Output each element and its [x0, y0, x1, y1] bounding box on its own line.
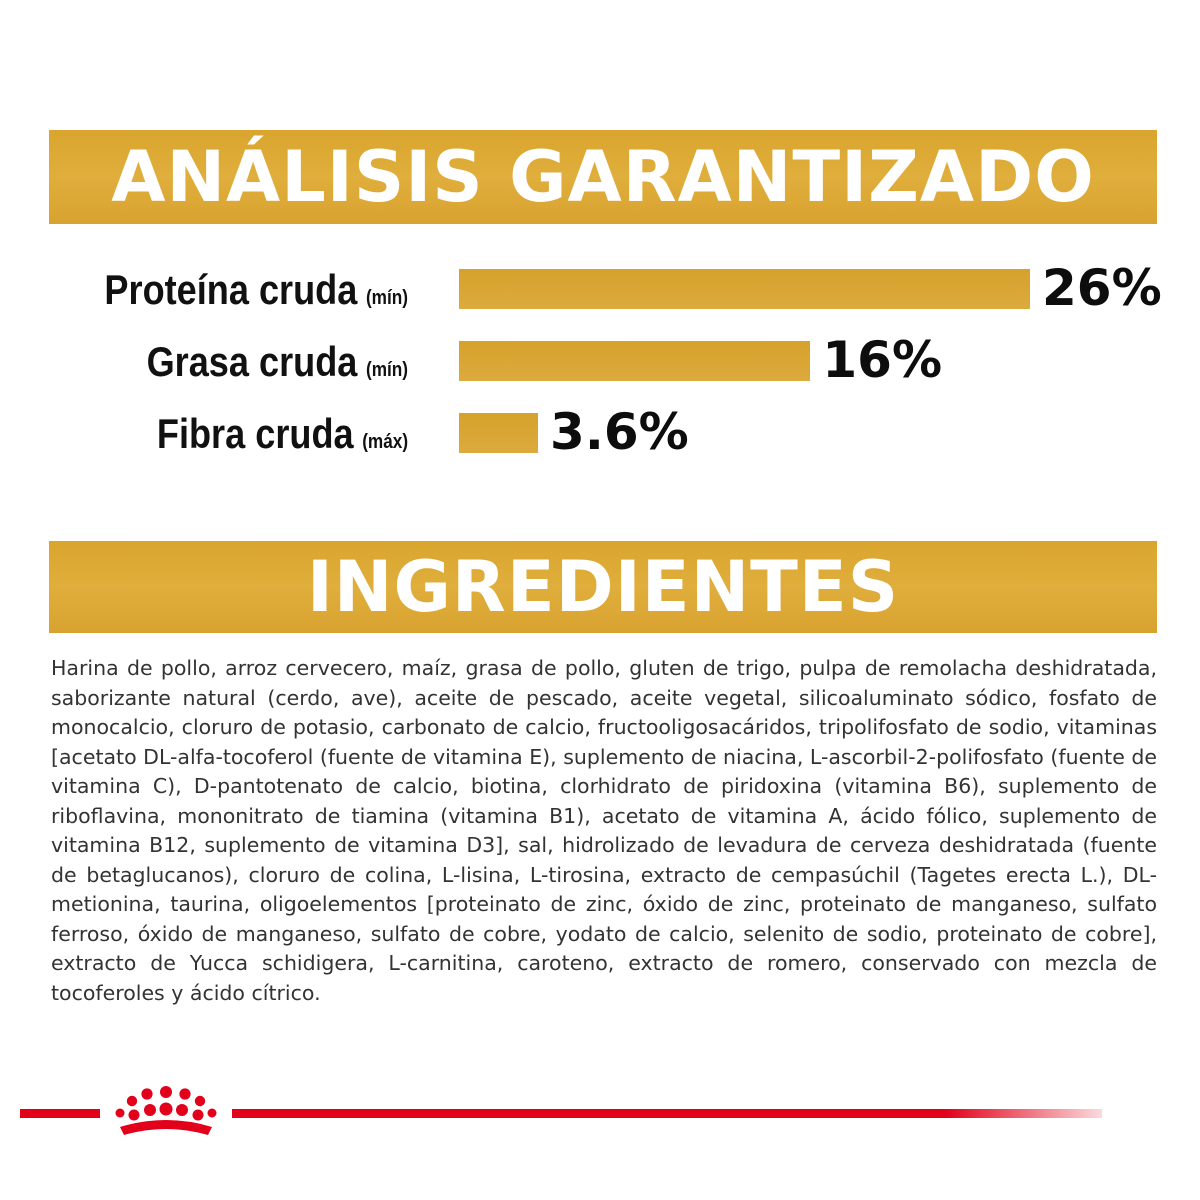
nutrient-value: 3.6% — [550, 403, 689, 461]
nutrient-qualifier: (mín) — [365, 287, 408, 309]
footer-line-right — [232, 1109, 1102, 1118]
analysis-title: ANÁLISIS GARANTIZADO — [111, 136, 1095, 218]
nutrient-value: 26% — [1042, 259, 1162, 317]
ingredients-title: INGREDIENTES — [306, 546, 900, 628]
ingredients-banner: INGREDIENTES — [49, 541, 1157, 633]
nutrient-qualifier: (mín) — [365, 359, 408, 381]
nutrient-label: Proteína cruda — [104, 266, 358, 313]
nutrient-bar — [459, 413, 539, 453]
nutrient-row-fat: Grasa cruda (mín) 16% — [0, 331, 1200, 391]
crown-icon — [115, 1086, 217, 1135]
analysis-banner: ANÁLISIS GARANTIZADO — [49, 130, 1157, 224]
nutrient-row-fiber: Fibra cruda (máx) 3.6% — [0, 403, 1200, 463]
footer-line-left — [20, 1109, 100, 1118]
nutrient-label: Grasa cruda — [146, 338, 358, 385]
nutrient-bar — [459, 341, 811, 381]
nutrient-value: 16% — [822, 331, 943, 389]
ingredients-text: Harina de pollo, arroz cervecero, maíz, … — [51, 656, 1157, 1005]
nutrient-row-protein: Proteína cruda (mín) 26% — [0, 259, 1200, 319]
nutrient-label: Fibra cruda — [156, 410, 354, 457]
nutrient-bar — [459, 269, 1030, 309]
nutrient-qualifier: (máx) — [362, 431, 408, 453]
